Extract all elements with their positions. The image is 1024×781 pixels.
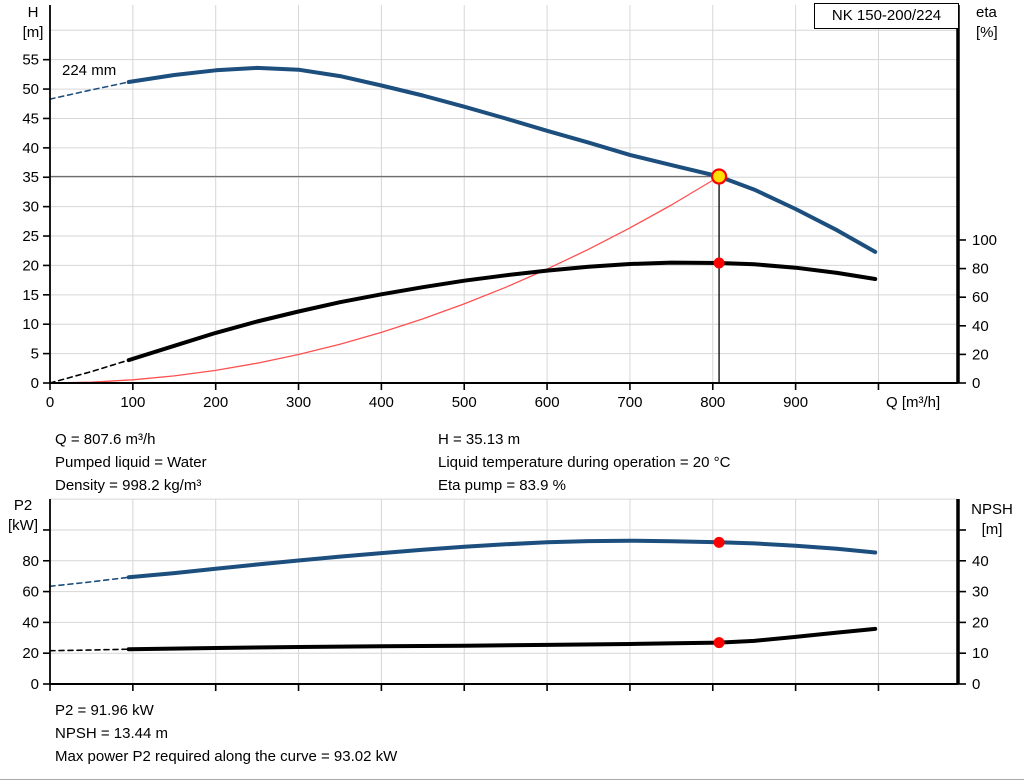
tick-label-x: 200 [203, 394, 228, 411]
system-curve [49, 175, 720, 384]
p2-curve [126, 538, 878, 580]
tick-label-left: 40 [22, 614, 39, 631]
tick-label-x: 500 [452, 394, 477, 411]
liquid-temperature-value: Liquid temperature during operation = 20… [438, 454, 731, 471]
duty-info-right: H = 35.13 m Liquid temperature during op… [438, 428, 730, 497]
duty-point-p2 [713, 536, 725, 548]
flow-value: Q = 807.6 m³/h [55, 431, 156, 448]
tick-label-right: 60 [972, 289, 989, 306]
head-curve [126, 65, 878, 254]
pump-type-box: NK 150-200/224 [814, 3, 959, 29]
power-axis-label: P2 [kW] [0, 496, 46, 536]
impeller-diameter-label: 224 mm [62, 62, 117, 79]
tick-label-right: 100 [972, 232, 997, 249]
max-power-value: Max power P2 required along the curve = … [55, 748, 398, 765]
tick-label-left: 80 [22, 553, 39, 570]
pump-type-label: NK 150-200/224 [831, 7, 942, 24]
tick-label-left: 35 [22, 169, 39, 186]
tick-label-left: 50 [22, 81, 39, 98]
tick-label-left: 0 [31, 375, 39, 392]
tick-label-right: 20 [972, 614, 989, 631]
npsh-curve [126, 626, 878, 652]
tick-label-left: 45 [22, 110, 39, 127]
duty-point-npsh [713, 637, 725, 649]
npsh-value: NPSH = 13.44 m [55, 725, 168, 742]
duty-point-head [710, 168, 728, 185]
flow-axis-label: Q [m³/h] [886, 394, 941, 411]
head-efficiency-chart: 0 5 10 15 20 25 30 35 40 45 50 55 0 20 40 60 80 100 0 100 20… [22, 5, 997, 411]
density-value: Density = 998.2 kg/m³ [55, 477, 202, 494]
p2-curve-dashed [49, 576, 130, 588]
tick-label-left: 5 [31, 346, 39, 363]
duty-info-left: Q = 807.6 m³/h Pumped liquid = Water Den… [55, 428, 207, 497]
pumped-liquid-value: Pumped liquid = Water [55, 454, 207, 471]
head-axis-unit: [m] [22, 24, 44, 41]
npsh-curve-dashed [49, 648, 130, 652]
tick-label-left: 55 [22, 52, 39, 69]
tick-label-left: 10 [22, 316, 39, 333]
npsh-axis-unit: [m] [981, 521, 1003, 538]
head-curve-dashed [49, 81, 130, 100]
eta-axis-symbol: eta [976, 4, 997, 21]
tick-label-x: 600 [535, 394, 560, 411]
tick-label-right: 40 [972, 318, 989, 335]
tick-label-left: 30 [22, 199, 39, 216]
page-bottom-divider [0, 779, 1024, 780]
eta-axis-unit: [%] [976, 24, 998, 41]
efficiency-curve-dashed [49, 359, 130, 384]
tick-label-right: 10 [972, 645, 989, 662]
tick-label-left: 40 [22, 140, 39, 157]
head-axis-symbol: H [27, 4, 39, 21]
tick-label-x: 900 [783, 394, 808, 411]
power-axis-symbol: P2 [13, 497, 33, 514]
npsh-axis-symbol: NPSH [971, 501, 1013, 518]
power-info: P2 = 91.96 kW NPSH = 13.44 m Max power P… [55, 699, 397, 768]
tick-label-right: 20 [972, 346, 989, 363]
eta-pump-value: Eta pump = 83.9 % [438, 477, 566, 494]
tick-label-x: 400 [369, 394, 394, 411]
tick-label-right: 0 [972, 676, 980, 693]
tick-label-x: 800 [700, 394, 725, 411]
head-axis-label: H [m] [18, 3, 48, 43]
p2-value: P2 = 91.96 kW [55, 702, 154, 719]
tick-label-left: 25 [22, 228, 39, 245]
npsh-axis-label: NPSH [m] [962, 500, 1022, 540]
tick-label-x: 700 [617, 394, 642, 411]
tick-label-x: 0 [46, 394, 54, 411]
tick-label-left: 15 [22, 287, 39, 304]
eta-axis-label: eta [%] [976, 3, 1020, 43]
tick-label-right: 40 [972, 553, 989, 570]
tick-label-x: 300 [286, 394, 311, 411]
tick-label-right: 30 [972, 584, 989, 601]
efficiency-curve [126, 260, 878, 363]
tick-label-left: 0 [31, 676, 39, 693]
tick-label-left: 60 [22, 584, 39, 601]
tick-label-x: 100 [120, 394, 145, 411]
duty-point-efficiency [713, 257, 725, 269]
head-value: H = 35.13 m [438, 431, 521, 448]
tick-label-right: 0 [972, 375, 980, 392]
power-npsh-chart: 0 20 40 60 80 0 10 20 30 40 [22, 498, 989, 693]
power-axis-unit: [kW] [8, 517, 38, 534]
tick-label-left: 20 [22, 257, 39, 274]
tick-label-left: 20 [22, 645, 39, 662]
tick-label-right: 80 [972, 261, 989, 278]
